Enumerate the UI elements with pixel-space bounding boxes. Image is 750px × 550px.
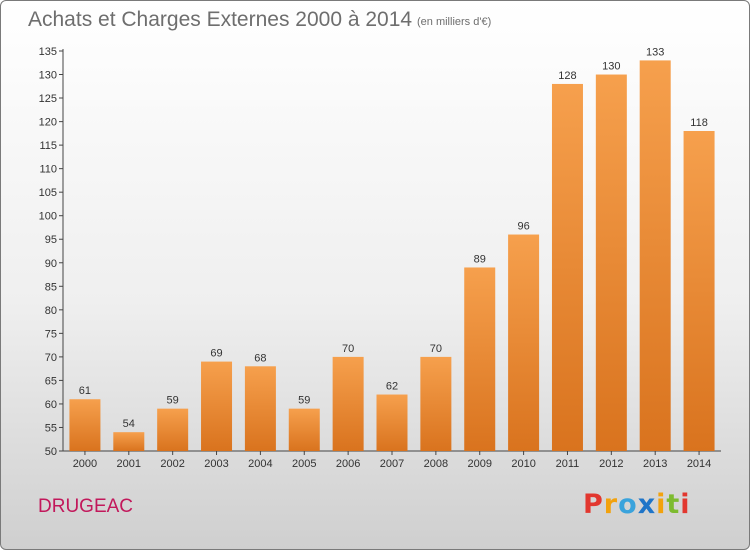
bar <box>683 131 715 451</box>
bar <box>551 83 583 452</box>
bar-value-label: 69 <box>210 348 222 360</box>
y-tick-label: 105 <box>39 187 57 199</box>
bar <box>201 361 233 451</box>
bar <box>244 366 276 451</box>
bar <box>464 267 496 451</box>
x-tick-label: 2011 <box>556 458 580 470</box>
bar-value-label: 118 <box>690 117 708 129</box>
proxiti-logo: Proxiti <box>583 489 691 520</box>
y-tick-label: 80 <box>45 305 57 317</box>
y-tick-label: 85 <box>45 281 57 293</box>
bar-value-label: 62 <box>386 381 398 393</box>
logo-letter: r <box>603 489 619 520</box>
x-tick-label: 2004 <box>248 458 272 470</box>
y-tick-label: 130 <box>39 70 57 82</box>
bar <box>157 408 189 451</box>
bar-value-label: 59 <box>298 395 310 407</box>
y-tick-label: 95 <box>45 234 57 246</box>
bar <box>639 60 671 451</box>
y-tick-label: 100 <box>39 211 57 223</box>
x-tick-label: 2002 <box>160 458 184 470</box>
bar <box>332 356 364 451</box>
bar-value-label: 68 <box>254 352 266 364</box>
x-tick-label: 2007 <box>380 458 404 470</box>
y-tick-label: 55 <box>45 422 57 434</box>
y-tick-label: 75 <box>45 328 57 340</box>
logo-letter: i <box>680 489 691 520</box>
bar-value-label: 70 <box>342 343 354 355</box>
y-tick-label: 70 <box>45 352 57 364</box>
y-tick-label: 115 <box>39 140 57 152</box>
bar <box>69 399 101 451</box>
bar-value-label: 61 <box>79 385 91 397</box>
bar-value-label: 54 <box>123 418 135 430</box>
y-tick-label: 135 <box>39 46 57 58</box>
bar <box>288 408 320 451</box>
chart-unit: (en milliers d'€) <box>417 16 492 28</box>
bar-value-label: 59 <box>167 395 179 407</box>
y-tick-label: 120 <box>39 117 57 129</box>
x-tick-label: 2008 <box>424 458 448 470</box>
bar-value-label: 89 <box>474 253 486 265</box>
x-tick-label: 2005 <box>292 458 316 470</box>
x-tick-label: 2010 <box>511 458 535 470</box>
x-tick-label: 2013 <box>643 458 667 470</box>
bar <box>376 394 408 451</box>
bar-value-label: 96 <box>517 221 529 233</box>
bar <box>420 356 452 451</box>
bar <box>595 74 627 451</box>
logo-letter: t <box>666 489 681 520</box>
logo-letter: P <box>583 489 604 520</box>
commune-name: DRUGEAC <box>38 496 134 517</box>
bar <box>113 432 145 451</box>
logo-letter: o <box>618 489 638 520</box>
y-tick-label: 90 <box>45 258 57 270</box>
x-tick-label: 2009 <box>467 458 491 470</box>
x-tick-label: 2012 <box>599 458 623 470</box>
bar <box>508 234 540 451</box>
y-tick-label: 50 <box>45 446 57 458</box>
x-tick-label: 2014 <box>687 458 711 470</box>
y-tick-label: 60 <box>45 399 57 411</box>
chart-title: Achats et Charges Externes 2000 à 2014 <box>28 8 413 31</box>
x-tick-label: 2003 <box>204 458 228 470</box>
logo-letter: i <box>656 489 667 520</box>
bar-value-label: 70 <box>430 343 442 355</box>
x-tick-label: 2001 <box>117 458 141 470</box>
logo-letter: x <box>637 489 657 520</box>
x-tick-label: 2000 <box>73 458 97 470</box>
y-tick-label: 65 <box>45 375 57 387</box>
y-tick-label: 125 <box>39 93 57 105</box>
y-tick-label: 110 <box>39 164 57 176</box>
bar-value-label: 133 <box>646 46 664 58</box>
bar-value-label: 130 <box>602 61 620 73</box>
x-tick-label: 2006 <box>336 458 360 470</box>
bar-value-label: 128 <box>558 70 576 82</box>
